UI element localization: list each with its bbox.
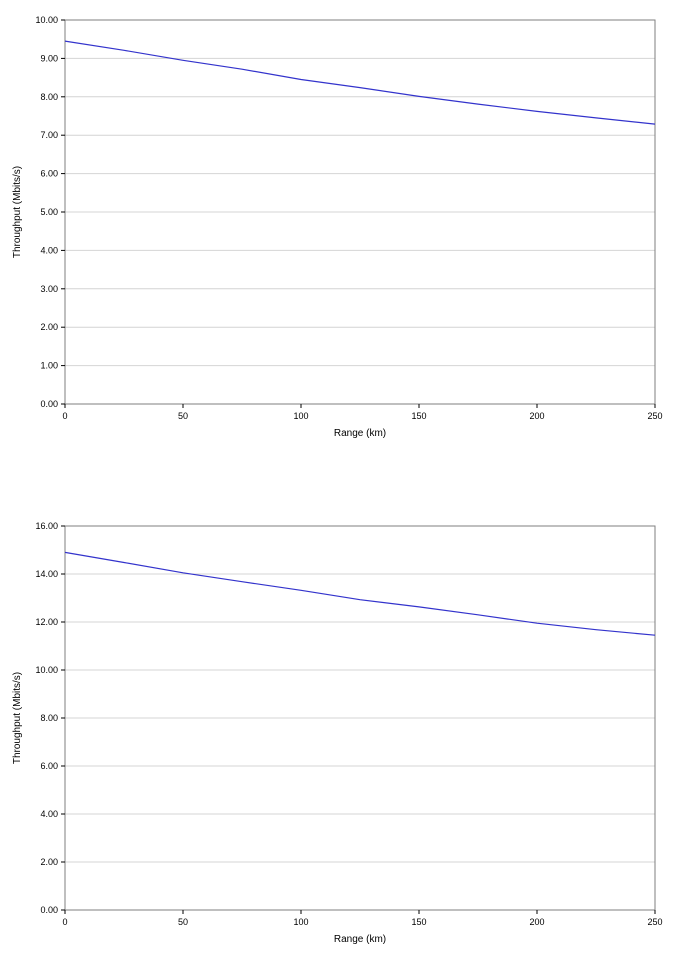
svg-text:2.00: 2.00 bbox=[40, 322, 58, 332]
throughput-vs-range-chart-top: 0.00 1.00 2.00 3.00 4.00 5.00 6.00 7.00 8.00 9.00… bbox=[0, 6, 678, 451]
svg-text:Range (km): Range (km) bbox=[334, 934, 386, 945]
svg-text:9.00: 9.00 bbox=[40, 53, 58, 63]
svg-text:12.00: 12.00 bbox=[35, 617, 58, 627]
svg-text:200: 200 bbox=[529, 917, 544, 927]
svg-text:200: 200 bbox=[529, 411, 544, 421]
svg-text:10.00: 10.00 bbox=[35, 665, 58, 675]
svg-text:0: 0 bbox=[62, 917, 67, 927]
svg-text:6.00: 6.00 bbox=[40, 169, 58, 179]
svg-text:3.00: 3.00 bbox=[40, 284, 58, 294]
svg-text:0.00: 0.00 bbox=[40, 905, 58, 915]
svg-text:Throughput (Mbits/s): Throughput (Mbits/s) bbox=[12, 672, 23, 764]
svg-text:14.00: 14.00 bbox=[35, 569, 58, 579]
svg-text:150: 150 bbox=[411, 411, 426, 421]
chart-bottom-plot-area: 0.00 2.00 4.00 6.00 8.00 10.00 12.00 14.00 16.00… bbox=[12, 521, 663, 945]
svg-text:250: 250 bbox=[647, 917, 662, 927]
svg-text:0.00: 0.00 bbox=[40, 399, 58, 409]
svg-text:Range (km): Range (km) bbox=[334, 428, 386, 439]
svg-text:7.00: 7.00 bbox=[40, 130, 58, 140]
svg-text:2.00: 2.00 bbox=[40, 857, 58, 867]
svg-text:4.00: 4.00 bbox=[40, 809, 58, 819]
svg-text:Throughput (Mbits/s): Throughput (Mbits/s) bbox=[12, 166, 23, 258]
chart-top-plot-area: 0.00 1.00 2.00 3.00 4.00 5.00 6.00 7.00 8.00 9.00… bbox=[12, 15, 663, 439]
svg-text:0: 0 bbox=[62, 411, 67, 421]
svg-text:1.00: 1.00 bbox=[40, 361, 58, 371]
svg-text:4.00: 4.00 bbox=[40, 245, 58, 255]
svg-text:50: 50 bbox=[178, 917, 188, 927]
svg-text:8.00: 8.00 bbox=[40, 713, 58, 723]
svg-text:100: 100 bbox=[293, 411, 308, 421]
svg-text:50: 50 bbox=[178, 411, 188, 421]
svg-text:10.00: 10.00 bbox=[35, 15, 58, 25]
throughput-vs-range-chart-bottom: 0.00 2.00 4.00 6.00 8.00 10.00 12.00 14.00 16.00… bbox=[0, 512, 678, 957]
svg-text:5.00: 5.00 bbox=[40, 207, 58, 217]
svg-text:100: 100 bbox=[293, 917, 308, 927]
svg-text:250: 250 bbox=[647, 411, 662, 421]
svg-text:150: 150 bbox=[411, 917, 426, 927]
svg-text:16.00: 16.00 bbox=[35, 521, 58, 531]
svg-text:8.00: 8.00 bbox=[40, 92, 58, 102]
svg-text:6.00: 6.00 bbox=[40, 761, 58, 771]
